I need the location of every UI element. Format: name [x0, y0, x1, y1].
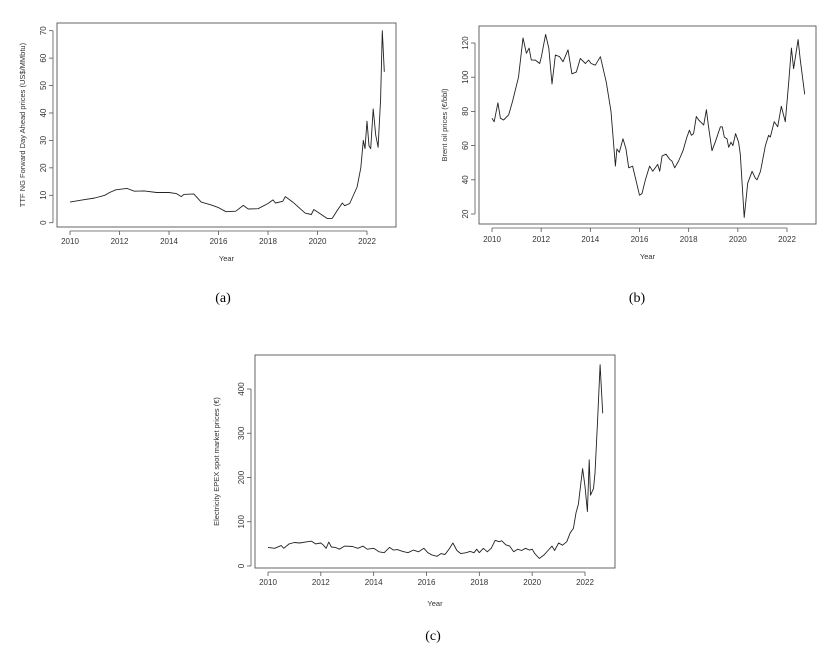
- y-tick-label: 200: [237, 470, 246, 484]
- plot-frame: [254, 354, 616, 569]
- panel-caption: (a): [215, 291, 231, 306]
- y-tick-label: 10: [39, 190, 48, 199]
- x-tick-label: 2014: [160, 237, 178, 246]
- x-tick-label: 2012: [312, 578, 330, 587]
- panel-caption: (c): [425, 629, 441, 644]
- y-tick-label: 20: [461, 209, 470, 218]
- x-tick-label: 2020: [309, 237, 327, 246]
- x-axis-label: Year: [640, 252, 656, 261]
- x-tick-label: 2018: [470, 578, 488, 587]
- x-tick-label: 2012: [532, 235, 550, 244]
- x-axis-label: Year: [219, 254, 235, 263]
- x-tick-label: 2014: [365, 578, 383, 587]
- chart-panel-c: 2010 2012 2014 2016 2018 2020 2022 0 100 200 300 40…: [212, 354, 616, 644]
- y-tick-label: 100: [461, 70, 470, 84]
- x-tick-label: 2010: [483, 235, 501, 244]
- x-tick-label: 2016: [210, 237, 228, 246]
- x-tick-label: 2020: [729, 235, 747, 244]
- x-tick-label: 2020: [523, 578, 541, 587]
- x-tick-label: 2016: [631, 235, 649, 244]
- y-tick-label: 120: [461, 36, 470, 50]
- x-axis-label: Year: [427, 599, 443, 608]
- y-tick-label: 60: [39, 53, 48, 62]
- series-line-epex: [267, 364, 604, 559]
- y-axis-label: Electricity EPEX spot market prices (€): [212, 397, 221, 526]
- y-axis-label: TTF NG Forward Day Ahead prices (US$/MMb…: [18, 42, 27, 207]
- plot-frame: [56, 22, 397, 228]
- y-tick-label: 0: [39, 220, 48, 225]
- y-tick-label: 50: [39, 81, 48, 90]
- y-tick-label: 40: [39, 108, 48, 117]
- y-tick-label: 40: [461, 175, 470, 184]
- y-tick-label: 70: [39, 26, 48, 35]
- y-tick-label: 80: [461, 106, 470, 115]
- x-tick-label: 2018: [680, 235, 698, 244]
- y-axis-label: Brent oil prices (€/bbl): [440, 88, 449, 161]
- plot-frame: [478, 25, 817, 225]
- y-tick-label: 30: [39, 135, 48, 144]
- x-tick-label: 2022: [576, 578, 594, 587]
- x-tick-label: 2018: [259, 237, 277, 246]
- x-tick-label: 2022: [778, 235, 796, 244]
- series-line-ttf-ng: [69, 30, 385, 220]
- chart-panel-a: 2010 2012 2014 2016 2018 2020 2022 0 10 20 30 40 50 6…: [18, 22, 397, 306]
- x-tick-label: 2012: [111, 237, 129, 246]
- x-tick-label: 2016: [418, 578, 436, 587]
- y-tick-label: 60: [461, 141, 470, 150]
- x-tick-label: 2022: [358, 237, 376, 246]
- y-tick-label: 0: [237, 563, 246, 568]
- x-tick-label: 2010: [61, 237, 79, 246]
- panel-caption: (b): [629, 291, 646, 306]
- series-line-brent: [491, 33, 806, 218]
- x-tick-label: 2010: [259, 578, 277, 587]
- chart-panel-b: 2010 2012 2014 2016 2018 2020 2022 20 40 60 80 100 1…: [440, 25, 817, 306]
- y-tick-label: 20: [39, 163, 48, 172]
- y-tick-label: 400: [237, 382, 246, 396]
- y-tick-label: 300: [237, 426, 246, 440]
- x-tick-label: 2014: [581, 235, 599, 244]
- y-tick-label: 100: [237, 515, 246, 529]
